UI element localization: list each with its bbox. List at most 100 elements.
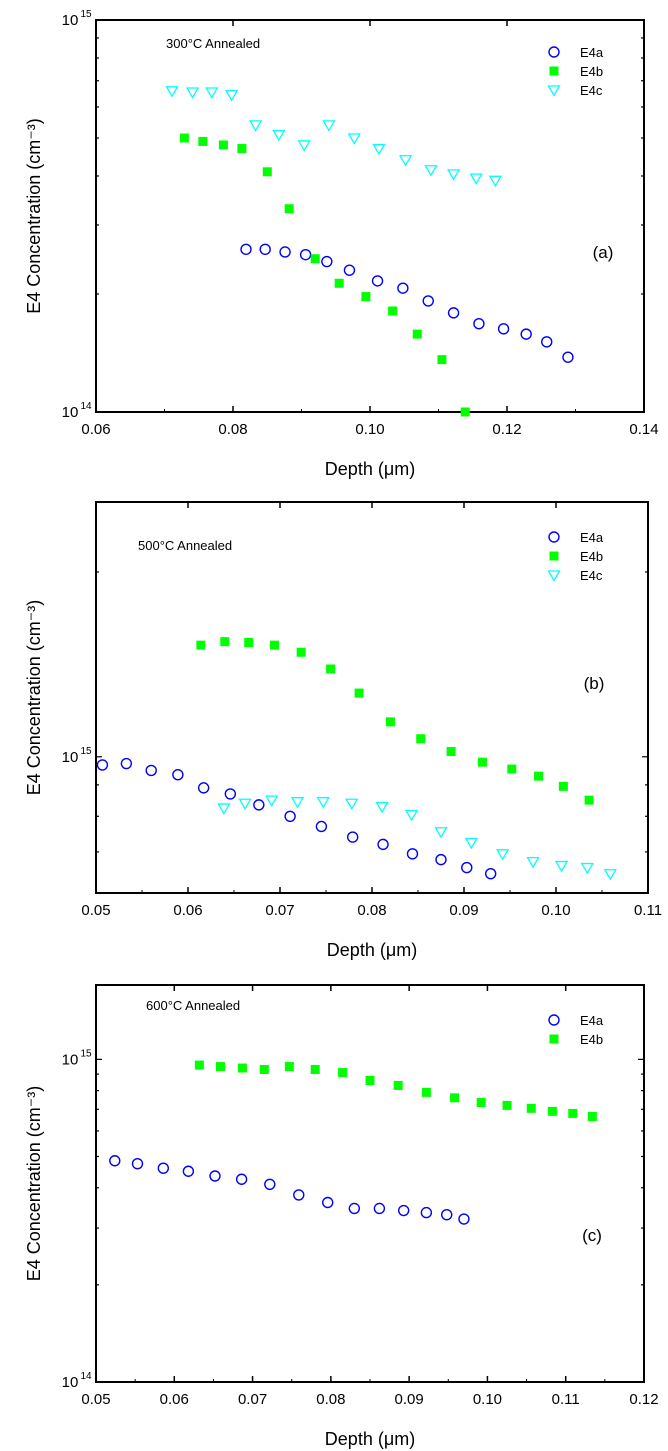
series-e4a <box>96 757 497 880</box>
p1-e4b-point-8 <box>361 292 371 302</box>
p1-e4c-point-14 <box>488 175 502 188</box>
x-tick-label: 0.11 <box>634 902 662 919</box>
p3-e4a-point-5 <box>235 1173 248 1185</box>
p2-e4a-point-13 <box>461 861 473 874</box>
p1-e4c-point-0 <box>165 86 179 98</box>
p2-e4b-point-7 <box>385 717 395 727</box>
legend: E4a E4b E4c <box>547 530 604 583</box>
p2-e4c-point-11 <box>526 856 540 869</box>
p1-e4a-point-4 <box>321 255 333 268</box>
p2-e4a-point-5 <box>224 788 237 800</box>
series-e4c <box>217 795 617 881</box>
p2-e4c-point-4 <box>316 797 330 809</box>
p1-e4c-point-12 <box>446 169 461 181</box>
p1-e4a-point-7 <box>397 282 409 294</box>
p2-e4b-point-2 <box>244 638 254 648</box>
p3-legend-e4b-point-0 <box>549 1034 559 1044</box>
p2-e4c-point-0 <box>217 803 231 815</box>
p3-e4b-point-12 <box>502 1100 512 1110</box>
p1-e4c-point-1 <box>185 87 200 99</box>
x-tick-label: 0.14 <box>629 421 658 438</box>
p2-e4c-point-6 <box>375 801 389 814</box>
y-tick-exponent: 15 <box>80 746 92 757</box>
y-tick-label: 10 <box>62 749 79 766</box>
p1-e4a-point-3 <box>299 248 312 261</box>
p1-e4b-point-5 <box>284 204 294 214</box>
series-e4b <box>179 133 470 417</box>
p2-e4b-point-11 <box>507 764 517 774</box>
legend: E4a E4b E4c <box>547 45 604 98</box>
p3-e4a-point-2 <box>157 1162 170 1174</box>
p1-e4a-point-5 <box>343 264 356 276</box>
x-tick-label: 0.12 <box>492 421 521 438</box>
p2-e4a-point-11 <box>406 848 419 860</box>
p1-e4a-point-12 <box>520 328 532 340</box>
legend-label: E4c <box>580 83 603 98</box>
p2-e4a-point-6 <box>253 799 265 811</box>
p2-e4c-point-12 <box>554 860 569 873</box>
p3-e4a-point-9 <box>348 1202 361 1215</box>
p3-e4a-point-0 <box>109 1155 121 1167</box>
p1-e4a-point-13 <box>541 336 553 348</box>
p3-e4b-point-11 <box>476 1097 486 1107</box>
series-e4a <box>109 1155 470 1225</box>
p2-e4c-point-10 <box>496 849 510 861</box>
x-tick-label: 0.11 <box>552 1391 580 1408</box>
x-tick-label: 0.10 <box>355 421 384 438</box>
p3-e4a-point-3 <box>182 1165 195 1177</box>
p1-legend-e4b-point-0 <box>549 66 559 76</box>
p3-e4a-point-1 <box>131 1157 144 1170</box>
legend-label: E4a <box>580 1013 604 1028</box>
p1-e4a-point-2 <box>279 246 291 258</box>
p1-e4a-point-10 <box>473 317 485 330</box>
p3-e4a-point-4 <box>209 1170 221 1182</box>
p2-e4c-point-13 <box>580 862 594 875</box>
p3-e4b-point-10 <box>450 1093 460 1103</box>
p1-e4a-point-14 <box>562 351 574 363</box>
legend-label: E4c <box>580 568 603 583</box>
x-tick-label: 0.08 <box>357 902 386 919</box>
p3-e4b-point-9 <box>421 1087 431 1097</box>
p1-e4b-point-12 <box>460 407 470 417</box>
series-e4b <box>194 1060 597 1122</box>
x-tick-label: 0.08 <box>218 421 247 438</box>
x-tick-label: 0.06 <box>81 421 110 438</box>
p2-e4b-point-3 <box>269 640 279 650</box>
p3-e4a-point-12 <box>420 1206 433 1219</box>
annealing-annotation: 500°C Annealed <box>138 538 232 553</box>
p1-e4c-point-9 <box>372 143 386 156</box>
p2-e4c-point-7 <box>404 809 419 822</box>
p1-e4c-point-5 <box>272 129 286 142</box>
p1-e4b-point-9 <box>388 306 398 316</box>
p1-e4c-point-13 <box>469 173 483 185</box>
p1-e4a-point-1 <box>259 243 271 256</box>
y-tick-label: 10 <box>62 1051 79 1068</box>
p2-e4a-point-9 <box>346 831 359 843</box>
p1-e4a-point-0 <box>240 243 252 256</box>
p2-e4b-point-9 <box>446 747 456 757</box>
p3-legend-e4a-point-0 <box>548 1014 560 1026</box>
p2-e4a-point-8 <box>315 820 328 833</box>
x-tick-label: 0.05 <box>81 1391 110 1408</box>
x-tick-label: 0.07 <box>265 902 294 919</box>
p2-e4c-point-8 <box>434 827 448 839</box>
x-tick-label: 0.10 <box>473 1391 502 1408</box>
plot-frame <box>95 501 649 894</box>
p2-legend-e4b-point-0 <box>549 551 559 561</box>
x-tick-label: 0.05 <box>81 902 110 919</box>
y-axis-title: E4 Concentration (cm⁻³) <box>24 600 44 796</box>
annealing-annotation: 300°C Annealed <box>166 36 260 51</box>
panel-label: (a) <box>593 243 614 262</box>
y-tick-label: 10 <box>62 1374 79 1391</box>
p3-e4b-point-15 <box>568 1108 578 1118</box>
plot-frame <box>95 984 645 1383</box>
x-axis-title: Depth (μm) <box>327 940 417 960</box>
p2-legend-e4c-point-0 <box>547 570 561 582</box>
p3-e4a-point-8 <box>322 1196 334 1209</box>
p2-e4a-point-2 <box>145 764 157 777</box>
panel-label: (c) <box>582 1226 602 1245</box>
p1-e4a-point-6 <box>371 275 384 287</box>
p1-e4c-point-7 <box>322 120 336 132</box>
